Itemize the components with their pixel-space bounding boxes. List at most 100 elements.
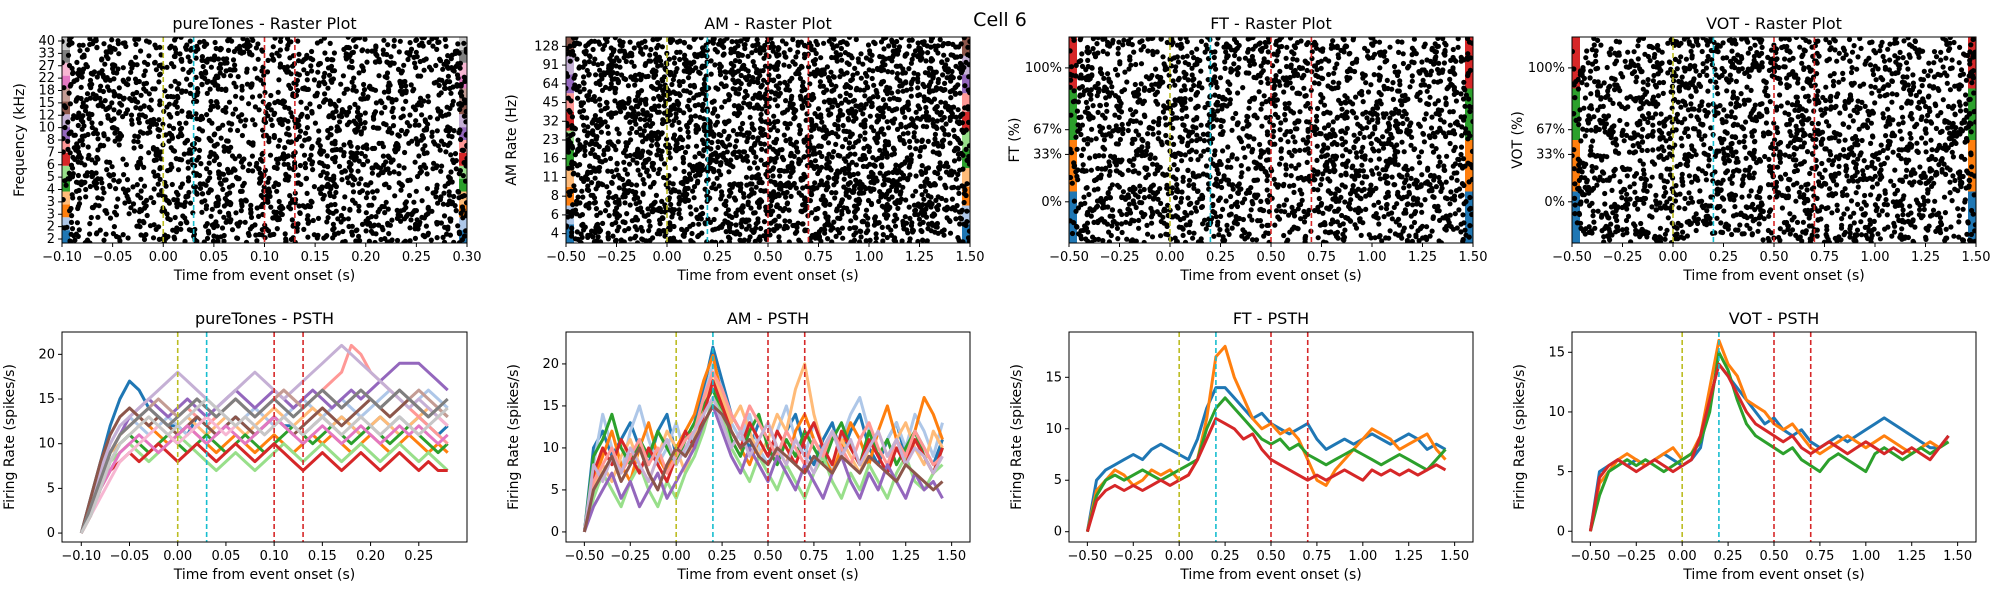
- spike-dot: [690, 188, 696, 194]
- spike-dot: [784, 181, 790, 187]
- spike-dot: [178, 184, 184, 190]
- spike-dot: [759, 118, 765, 124]
- spike-dot: [239, 132, 245, 139]
- spike-dot: [785, 87, 792, 93]
- spike-dot: [841, 176, 847, 182]
- spike-dot: [98, 120, 104, 126]
- spike-dot: [816, 233, 823, 240]
- spike-dot: [796, 122, 802, 129]
- spike-dot: [787, 218, 793, 224]
- spike-dot: [362, 120, 368, 126]
- spike-dot: [391, 169, 397, 175]
- spike-dot: [351, 154, 357, 160]
- spike-dot: [296, 72, 302, 78]
- spike-dot: [250, 117, 256, 123]
- spike-dot: [787, 100, 793, 106]
- spike-dot: [157, 127, 163, 133]
- spike-dot: [930, 149, 936, 155]
- spike-dot: [221, 73, 227, 79]
- spike-dot: [750, 134, 756, 140]
- spike-dot: [634, 129, 640, 135]
- spike-dot: [356, 203, 362, 209]
- spike-dot: [464, 77, 467, 84]
- spike-dot: [85, 131, 91, 138]
- spike-dot: [368, 228, 374, 234]
- spike-dot: [274, 188, 280, 194]
- spike-dot: [354, 126, 360, 133]
- spike-dot: [407, 123, 413, 129]
- spike-dot: [439, 77, 445, 83]
- spike-dot: [98, 102, 104, 108]
- spike-dot: [219, 225, 226, 231]
- spike-dot: [308, 152, 314, 158]
- spike-dot: [776, 234, 782, 240]
- spike-dot: [601, 151, 607, 158]
- spike-dot: [253, 45, 259, 51]
- spike-dot: [732, 69, 739, 76]
- spike-dot: [311, 232, 317, 238]
- spike-dot: [191, 146, 198, 152]
- spike-dot: [839, 197, 845, 203]
- spike-dot: [65, 138, 71, 144]
- spike-dot: [815, 106, 822, 112]
- spike-dot: [289, 217, 295, 223]
- spike-dot: [586, 71, 592, 77]
- spike-dot: [650, 85, 657, 91]
- spike-dot: [966, 228, 970, 234]
- spike-dot: [221, 238, 227, 243]
- spike-dot: [822, 202, 828, 208]
- spike-dot: [634, 153, 640, 160]
- spike-dot: [277, 47, 283, 53]
- spike-dot: [385, 166, 391, 172]
- spike-dot: [634, 217, 641, 223]
- spike-dot: [420, 146, 426, 152]
- spike-dot: [179, 89, 185, 95]
- spike-dot: [448, 200, 455, 206]
- spike-dot: [566, 120, 570, 126]
- spike-dot: [447, 175, 453, 181]
- spike-dot: [141, 103, 147, 109]
- spike-dot: [815, 205, 821, 212]
- spike-dot: [854, 70, 860, 76]
- spike-dot: [783, 138, 789, 144]
- spike-dot: [614, 160, 620, 166]
- spike-dot: [638, 205, 644, 211]
- spike-dot: [576, 83, 582, 89]
- axes-1: −0.50 −0.25 0.00 0.25 0.50 0.75 1.00 1.25 1.5046…: [504, 14, 984, 284]
- spike-dot: [941, 127, 947, 133]
- spike-dot: [141, 220, 147, 226]
- spike-dot: [948, 78, 954, 84]
- spike-dot: [98, 142, 104, 148]
- spike-dot: [283, 238, 289, 243]
- spike-dot: [897, 163, 903, 169]
- spike-dot: [425, 204, 431, 210]
- x-tick-label: 0.30: [453, 250, 482, 265]
- spike-dot: [297, 128, 304, 134]
- spike-dot: [688, 176, 694, 182]
- spike-dot: [446, 111, 452, 117]
- spike-dot: [931, 96, 938, 102]
- spike-dot: [965, 104, 970, 110]
- spike-dot: [723, 75, 729, 81]
- spike-dot: [199, 199, 205, 205]
- spike-dot: [755, 79, 761, 86]
- spike-dot: [865, 228, 871, 234]
- spike-dot: [611, 110, 617, 116]
- spike-dot: [630, 75, 637, 81]
- spike-dot: [213, 45, 219, 52]
- spike-dot: [441, 239, 448, 243]
- condition-strip-left: [62, 62, 70, 76]
- spike-dot: [156, 79, 162, 85]
- spike-dot: [731, 195, 738, 201]
- spike-dot: [671, 55, 677, 61]
- spike-dot: [419, 112, 425, 118]
- spike-dot: [393, 97, 399, 103]
- spike-dot: [662, 228, 668, 234]
- spike-dot: [92, 178, 99, 184]
- spike-dot: [758, 187, 764, 194]
- spike-dot: [605, 146, 611, 152]
- spike-dot: [659, 215, 666, 221]
- spike-dot: [808, 190, 814, 196]
- spike-dot: [324, 153, 330, 159]
- spike-dot: [233, 84, 239, 90]
